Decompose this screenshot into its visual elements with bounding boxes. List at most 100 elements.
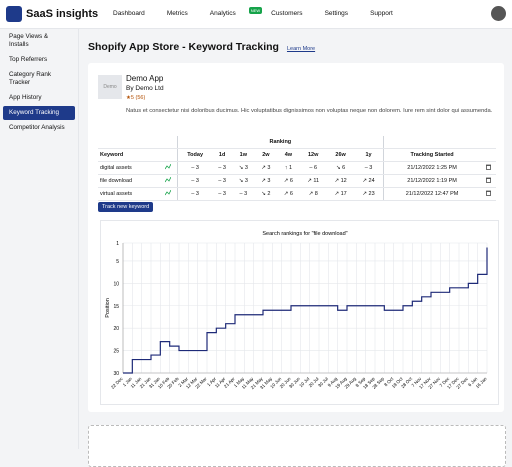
menu-item[interactable]: Dashboard <box>113 10 145 17</box>
menu-item[interactable]: Settings <box>324 10 349 17</box>
menu-item[interactable]: Metrics <box>166 10 188 17</box>
group-header: Ranking <box>177 136 384 149</box>
chart-icon-cell <box>159 187 178 201</box>
x-tick-label: 8 Oct <box>383 376 395 388</box>
blank-header <box>159 148 178 162</box>
chart-icon[interactable] <box>164 163 172 172</box>
blank-header <box>98 136 178 149</box>
y-tick-label: 30 <box>113 371 119 377</box>
sidebar-item[interactable]: Page Views & Installs <box>9 33 49 48</box>
blank-header <box>480 148 496 162</box>
keyword: virtual assets <box>98 187 160 201</box>
menu: Dashboard Metrics Analytics NEW Customers Set… <box>113 7 393 17</box>
track-button[interactable]: Track new keyword <box>98 202 154 212</box>
app-card: Demo Demo App By Demo Ltd ★5 (56) Natus … <box>88 63 504 412</box>
table-row: virtual assets – 3– 3– 3 ↘ 2 ↗ 6 ↗ 8 ↗ 17 ↗ 23… <box>98 187 496 201</box>
y-tick-label: 25 <box>113 349 119 355</box>
x-tick-label: 1 Apr <box>206 376 217 387</box>
blank-header <box>382 136 496 149</box>
page-title: Shopify App Store - Keyword Tracking Lear… <box>88 41 315 53</box>
column-header: Tracking Started <box>382 148 481 162</box>
brand[interactable]: SaaS insights <box>6 6 98 22</box>
delete-icon[interactable] <box>485 177 491 185</box>
app-description: Natus et consectetur nisi doloribus duci… <box>126 108 493 114</box>
rank-cell: – 3 <box>212 187 233 201</box>
rank-cell: ↘ 2 <box>254 187 278 201</box>
keyword: digital assets <box>98 161 160 175</box>
delete-cell <box>480 161 496 175</box>
sidebar-item[interactable]: Keyword Tracking <box>3 106 75 120</box>
chart-icon[interactable] <box>164 176 172 185</box>
chart-title: Search rankings for "file download" <box>262 231 347 237</box>
table-row: digital assets – 3– 3 ↘ 3 ↗ 3 ↑ 1– 6 ↘ 6– 3 21… <box>98 161 496 175</box>
rank-cell: – 3 <box>212 161 233 175</box>
brand-name: SaaS insights <box>26 8 99 20</box>
sidebar: Page Views & Installs Top Referrers Catego… <box>0 29 79 449</box>
chart-icon-cell <box>159 161 178 175</box>
column-header: Today <box>177 148 213 162</box>
rank-cell: ↗ 6 <box>277 187 300 201</box>
tracking-started: 21/12/2022 12:47 PM <box>382 187 481 201</box>
y-tick-label: 10 <box>113 281 119 287</box>
app-developer: By Demo Ltd <box>126 85 164 92</box>
rank-cell: – 3 <box>232 187 255 201</box>
chart-icon-cell <box>159 174 178 188</box>
sidebar-item[interactable]: App History <box>9 94 42 101</box>
chart-icon[interactable] <box>164 189 172 198</box>
menu-item[interactable]: Customers <box>271 10 303 17</box>
app-icon: Demo <box>98 75 122 99</box>
avatar[interactable] <box>491 6 506 21</box>
rank-cell: ↗ 8 <box>299 187 327 201</box>
app-name[interactable]: Demo App <box>126 74 164 83</box>
column-header: 1w <box>232 148 255 162</box>
column-header: 1d <box>212 148 233 162</box>
dashed-panel <box>88 425 506 467</box>
rank-cell: ↗ 3 <box>254 161 278 175</box>
rank-cell: ↘ 3 <box>232 161 255 175</box>
rank-cell: ↘ 6 <box>326 161 355 175</box>
rank-cell: – 3 <box>212 174 233 188</box>
rank-cell: – 3 <box>177 174 213 188</box>
x-tick-label: 16 Jan <box>475 376 488 389</box>
rank-cell: ↗ 17 <box>326 187 355 201</box>
title-text: Shopify App Store - Keyword Tracking <box>88 41 279 53</box>
column-header: 1y <box>354 148 384 162</box>
column-header: 2w <box>254 148 278 162</box>
sidebar-item[interactable]: Competitor Analysis <box>9 124 65 131</box>
column-header: Keyword <box>98 148 160 162</box>
delete-cell <box>480 187 496 201</box>
menu-item[interactable]: Support <box>370 10 393 17</box>
y-axis-label: Position <box>105 298 111 318</box>
learn-more-link[interactable]: Learn More <box>286 46 316 52</box>
top-nav: SaaS insights Dashboard Metrics Analytics N… <box>0 0 512 29</box>
new-badge: NEW <box>248 7 263 14</box>
x-tick-label: 6 Jan <box>467 376 479 388</box>
x-tick-label: 30 Jul <box>317 376 329 388</box>
x-tick-label: 1 Jan <box>122 376 134 388</box>
table-row: file download – 3– 3 ↘ 3 ↗ 3 ↗ 6 ↗ 11 ↗ 12 ↗ 24… <box>98 174 496 188</box>
header-row: Keyword Today 1d 1w 2w 4w 12w 26w 1y Tracking Sta… <box>98 148 496 162</box>
rank-cell: ↑ 1 <box>277 161 300 175</box>
delete-cell <box>480 174 496 188</box>
tracking-started: 21/12/2022 1:19 PM <box>382 174 481 188</box>
rank-cell: ↘ 3 <box>232 174 255 188</box>
y-tick-label: 15 <box>113 304 119 310</box>
sidebar-item[interactable]: Top Referrers <box>9 56 48 63</box>
column-header: 26w <box>326 148 355 162</box>
rank-cell: – 3 <box>177 161 213 175</box>
rank-cell: ↗ 12 <box>326 174 355 188</box>
column-header: 4w <box>277 148 300 162</box>
tracking-started: 21/12/2022 1:25 PM <box>382 161 481 175</box>
rank-cell: ↗ 6 <box>277 174 300 188</box>
delete-icon[interactable] <box>485 164 491 172</box>
menu-item[interactable]: Analytics NEW <box>209 7 263 17</box>
rank-line <box>123 247 488 374</box>
sidebar-item[interactable]: Category Rank Tracker <box>9 71 51 86</box>
header-row: Ranking <box>98 136 496 149</box>
chart-box: Search rankings for "file download" Posit… <box>100 220 499 405</box>
y-tick-label: 1 <box>116 241 119 247</box>
delete-icon[interactable] <box>485 190 491 198</box>
rank-cell: ↗ 3 <box>254 174 278 188</box>
rank-cell: ↗ 11 <box>299 174 327 188</box>
